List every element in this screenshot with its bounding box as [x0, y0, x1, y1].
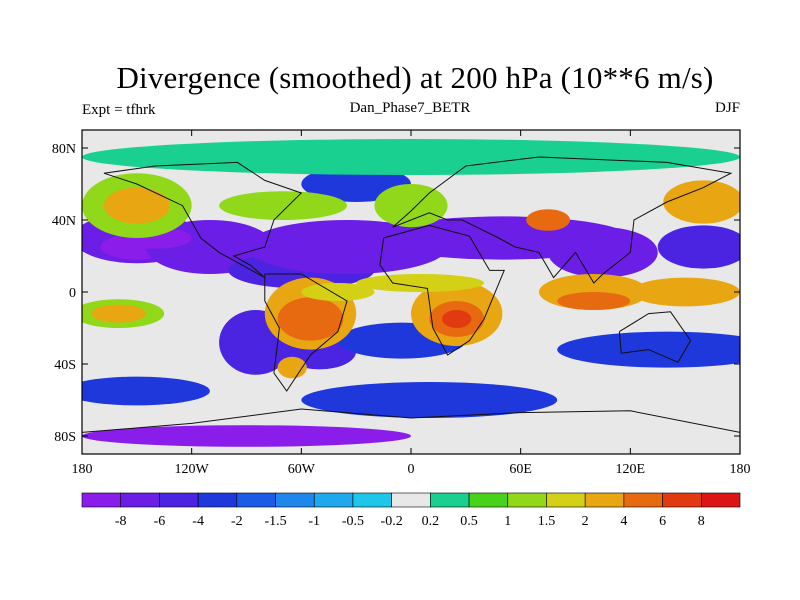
chart-title: Divergence (smoothed) at 200 hPa (10**6 …: [116, 60, 714, 95]
contour-region-13: [82, 376, 210, 406]
colorbar-swatch-1: [120, 492, 160, 508]
colorbar-swatch-8: [391, 492, 431, 508]
colorbar-label-1: -6: [154, 514, 166, 529]
y-tick-label-2: 0: [69, 286, 76, 301]
contour-region-11: [301, 382, 558, 418]
x-tick-label-3: 0: [408, 462, 415, 477]
colorbar-label-7: -0.2: [381, 514, 403, 529]
coastline-4: [618, 311, 692, 363]
axes: 180 120W 60W 0 60E 120E 180 80N 40N 0 40S 80S: [52, 129, 751, 477]
colorbar-swatch-0: [81, 492, 122, 508]
colorbar-label-12: 2: [582, 514, 589, 529]
colorbar-swatch-13: [584, 492, 625, 508]
x-tick-label-2: 60W: [288, 462, 316, 477]
contour-region-23: [91, 304, 146, 323]
colorbar-label-3: -2: [231, 514, 243, 529]
coastline-5: [82, 408, 740, 433]
colorbar-swatch-7: [352, 492, 392, 508]
contour-region-32: [356, 274, 485, 292]
contour-region-31: [442, 310, 472, 328]
colorbar-label-0: -8: [115, 514, 127, 529]
contour-region-6: [548, 227, 658, 278]
contour-region-34: [277, 356, 307, 379]
colorbar-label-11: 1.5: [538, 514, 556, 529]
colorbar-label-14: 6: [659, 514, 666, 529]
contour-region-12: [557, 331, 740, 368]
y-tick-label-0: 80N: [52, 142, 76, 157]
colorbar-label-2: -4: [192, 514, 204, 529]
colorbar-swatch-3: [197, 492, 238, 508]
colorbar-label-15: 8: [698, 514, 705, 529]
contour-region-25: [630, 277, 740, 307]
y-tick-label-3: 40S: [54, 358, 76, 373]
case-label: Dan_Phase7_BETR: [349, 100, 471, 116]
x-tick-label-1: 120W: [175, 462, 210, 477]
colorbar-label-4: -1.5: [264, 514, 286, 529]
x-tick-label-4: 60E: [509, 462, 532, 477]
colorbar-label-13: 4: [620, 514, 627, 529]
plot-area: [82, 130, 740, 454]
contour-region-18: [219, 191, 348, 221]
colorbar-label-8: 0.2: [422, 514, 440, 529]
contour-region-26: [557, 292, 631, 310]
contour-region-36: [82, 139, 740, 175]
contour-region-17: [103, 187, 170, 224]
season-label: DJF: [714, 100, 740, 116]
contour-region-28: [277, 297, 344, 341]
colorbar-label-10: 1: [504, 514, 511, 529]
colorbar-label-9: 0.5: [460, 514, 478, 529]
colorbar-label-6: -0.5: [342, 514, 364, 529]
contour-region-21: [663, 180, 740, 224]
x-tick-label-5: 120E: [616, 462, 646, 477]
colorbar-swatch-11: [507, 492, 547, 508]
coastline-0: [103, 161, 303, 279]
colorbar-swatch-15: [662, 492, 702, 508]
colorbar-swatch-9: [430, 492, 470, 508]
colorbar-swatch-2: [159, 492, 199, 508]
colorbar-swatch-16: [700, 492, 741, 508]
colorbar-swatch-10: [468, 492, 509, 508]
experiment-label: Expt = tfhrk: [82, 102, 156, 118]
y-tick-label-1: 40N: [52, 214, 76, 229]
contour-region-20: [526, 209, 571, 231]
coastline-1: [264, 273, 348, 392]
contour-region-33: [301, 283, 375, 301]
contour-region-19: [374, 184, 448, 228]
colorbar-swatch-12: [546, 492, 586, 508]
colorbar-label-5: -1: [308, 514, 320, 529]
coastline-2: [379, 224, 505, 356]
colorbar: -8 -6 -4 -2 -1.5 -1 -0.5 -0.2 0.2 0.5 1 1.5 2 4 6 8: [81, 492, 741, 529]
contour-region-35: [82, 425, 411, 447]
contour-region-7: [657, 225, 740, 269]
colorbar-swatch-14: [623, 492, 663, 508]
y-tick-label-4: 80S: [54, 430, 76, 445]
coastline-3: [392, 156, 733, 284]
x-tick-label-0: 180: [72, 462, 93, 477]
x-tick-label-6: 180: [730, 462, 751, 477]
colorbar-swatch-6: [313, 492, 354, 508]
colorbar-swatch-5: [275, 492, 315, 508]
colorbar-swatch-4: [236, 492, 276, 508]
